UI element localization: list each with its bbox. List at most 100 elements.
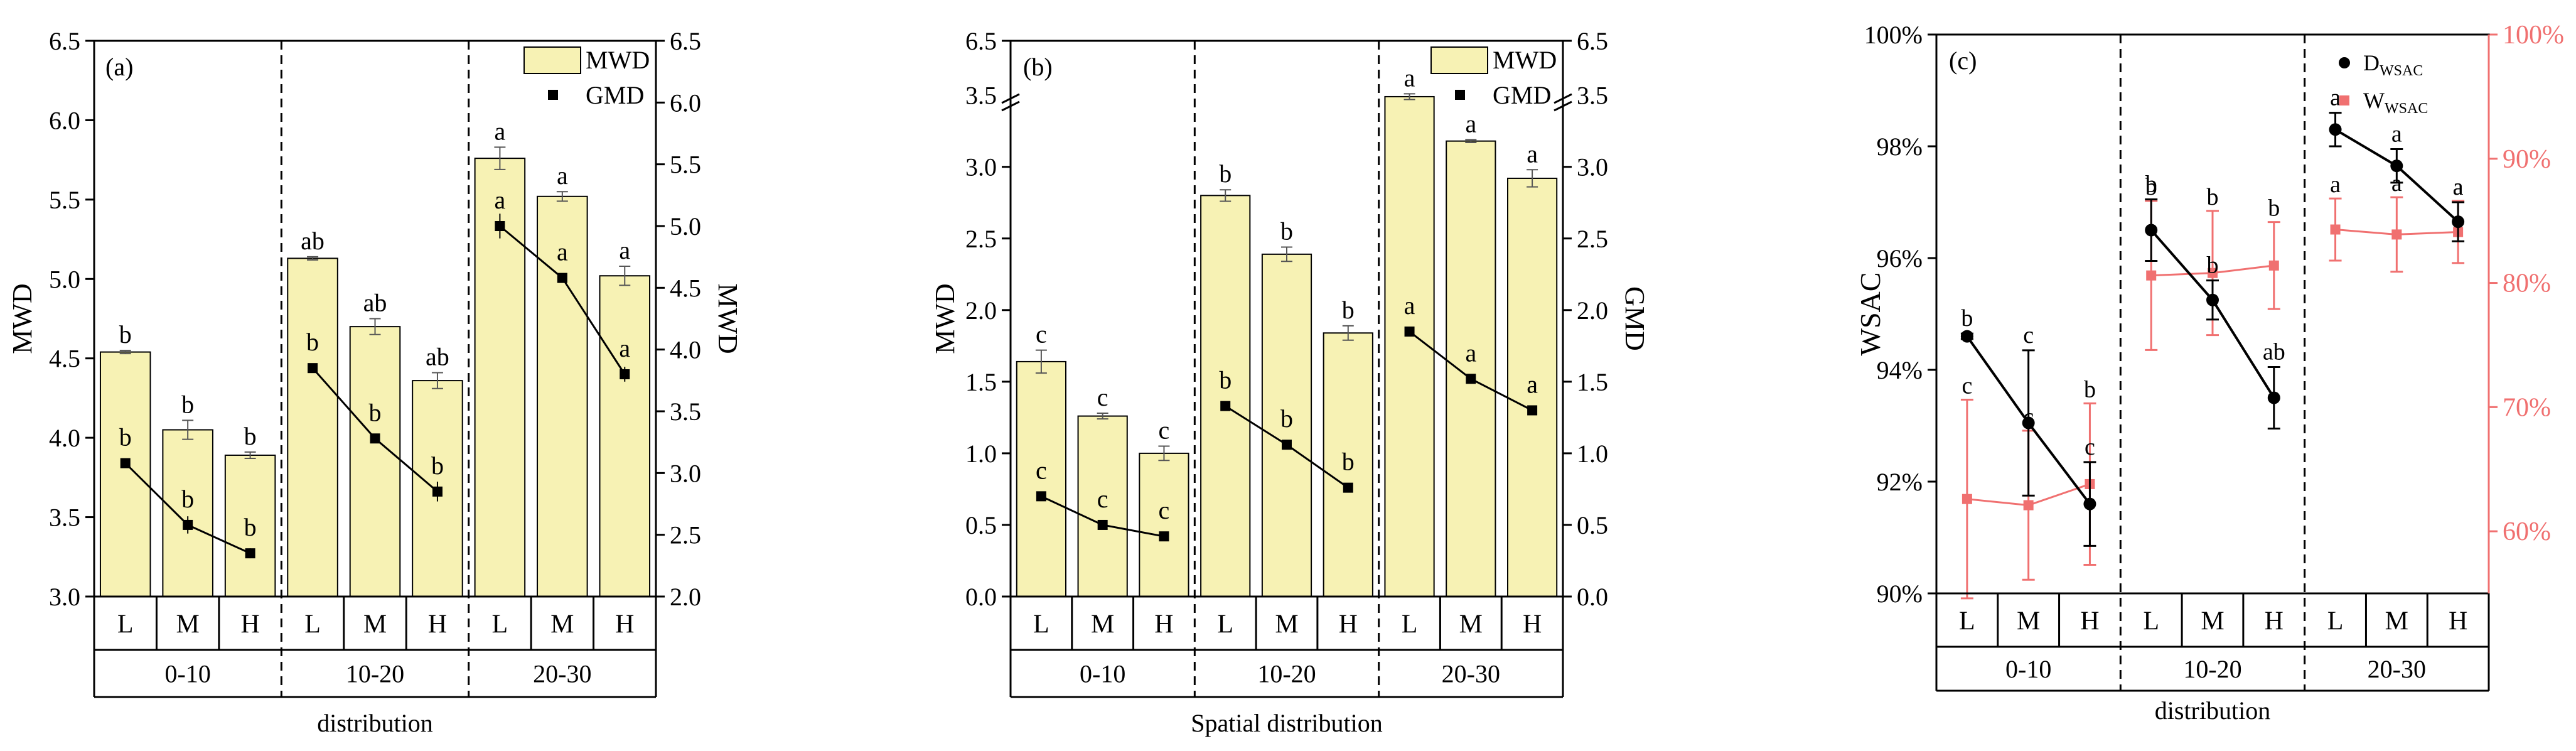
- x-category-label: H: [240, 610, 259, 639]
- y-right-tick-label: 6.5: [1577, 27, 1608, 55]
- gmd-letter: c: [1097, 485, 1108, 513]
- y-tick-label: 3.5: [965, 82, 997, 110]
- x-category-label: H: [428, 610, 447, 639]
- x-category-label: L: [1217, 610, 1233, 639]
- bar-letter: a: [557, 161, 568, 190]
- x-category-label: M: [1275, 610, 1298, 639]
- bar-letter: b: [1342, 296, 1355, 324]
- bar-mwd: [1323, 332, 1373, 597]
- x-group-label: 20-30: [533, 660, 591, 688]
- x-category-label: M: [1459, 610, 1483, 639]
- bar-letter: c: [1097, 383, 1108, 411]
- x-axis-title: distribution: [2155, 696, 2270, 725]
- bar-letter: b: [119, 320, 132, 348]
- legend-label-gmd: GMD: [1493, 81, 1551, 109]
- gmd-letter: c: [1036, 456, 1047, 484]
- wwsac-point: [2330, 224, 2341, 235]
- bar-mwd: [1139, 452, 1189, 598]
- dwsac-letter: a: [2330, 85, 2341, 111]
- y-right-tick-label: 2.0: [1577, 296, 1608, 325]
- y-right-tick-label: 100%: [2503, 21, 2564, 50]
- bar-mwd: [599, 275, 651, 597]
- y-axis-title: MWD: [930, 283, 960, 354]
- dwsac-point: [2329, 123, 2342, 136]
- gmd-point: [1097, 519, 1108, 530]
- x-category-label: L: [1402, 610, 1418, 639]
- dwsac-point: [2145, 224, 2158, 237]
- dwsac-letter: a: [2391, 121, 2402, 147]
- gmd-letter: a: [619, 334, 630, 362]
- x-category-label: L: [1033, 610, 1049, 639]
- y-tick-label: 6.5: [965, 27, 997, 55]
- y-tick-label: 6.5: [49, 27, 80, 55]
- bar-mwd: [287, 257, 338, 597]
- y-right-tick-label: 4.0: [670, 336, 701, 364]
- y-tick-label: 2.5: [965, 225, 997, 253]
- legend-marker-gmd: [548, 90, 558, 100]
- gmd-point: [183, 519, 193, 530]
- bar-letter: ab: [363, 289, 387, 317]
- gmd-letter: b: [244, 513, 257, 541]
- legend-marker-dwsac: [2339, 57, 2350, 68]
- x-category-label: H: [2080, 607, 2099, 636]
- x-category-label: L: [2327, 607, 2344, 636]
- bar-mwd: [349, 326, 401, 598]
- x-category-label: L: [117, 610, 134, 639]
- y-tick-label: 98%: [1877, 132, 1923, 161]
- gmd-point: [1466, 374, 1476, 384]
- gmd-point: [1282, 440, 1292, 450]
- bar-letter: b: [1219, 159, 1232, 188]
- wwsac-point: [2023, 500, 2034, 511]
- wwsac-letter: a: [2330, 171, 2341, 198]
- x-category-label: H: [2265, 607, 2284, 636]
- y-tick-label: 1.5: [965, 368, 997, 396]
- gmd-point: [1220, 401, 1231, 411]
- y-right-tick-label: 1.0: [1577, 440, 1608, 468]
- bar-letter: b: [181, 390, 194, 418]
- bar-mwd: [99, 351, 151, 597]
- wwsac-point: [2391, 229, 2402, 240]
- x-group-label: 10-20: [346, 660, 404, 688]
- wwsac-letter: b: [2268, 195, 2280, 222]
- dwsac-point: [2206, 293, 2219, 306]
- bar-letter: a: [619, 236, 630, 264]
- y-tick-label: 1.0: [965, 440, 997, 468]
- y-tick-label: 92%: [1877, 468, 1923, 496]
- y-axis-title: WSAC: [1854, 273, 1886, 356]
- dwsac-point: [2452, 215, 2465, 229]
- y-axis-title: MWD: [7, 283, 38, 354]
- bar-letter: a: [1404, 63, 1415, 92]
- gmd-point: [1343, 482, 1353, 493]
- legend-marker-wwsac: [2339, 95, 2349, 105]
- dwsac-letter: b: [2207, 252, 2219, 279]
- x-category-label: H: [1154, 610, 1173, 639]
- y-right-tick-label: 5.5: [670, 151, 701, 179]
- dwsac-point: [1960, 330, 1973, 343]
- y-tick-label: 5.5: [49, 186, 80, 214]
- y-right-tick-label: 4.5: [670, 274, 701, 302]
- y-right-tick-label: 60%: [2503, 517, 2551, 546]
- y-right-tick-label: 0.0: [1577, 583, 1608, 611]
- gmd-letter: a: [1465, 338, 1476, 367]
- dwsac-letter: c: [2085, 434, 2095, 460]
- bar-letter: b: [1280, 217, 1293, 245]
- x-group-label: 0-10: [1080, 660, 1125, 688]
- gmd-point: [1527, 405, 1538, 416]
- x-category-label: H: [1523, 610, 1542, 639]
- legend-marker-gmd: [1455, 90, 1465, 100]
- panel-label: (a): [105, 53, 133, 81]
- gmd-point: [120, 458, 131, 468]
- bar-letter: c: [1036, 320, 1047, 348]
- wwsac-letter: b: [2207, 184, 2219, 210]
- panel-b: c c c b b b a a a c c c b b b a a a 0.0 0.5 1.0 1.5 2.0 2.5 3.0 3…: [930, 27, 1650, 737]
- plot-frame: [93, 40, 657, 598]
- x-category-label: M: [2201, 607, 2224, 636]
- y-right-tick-label: 3.0: [670, 459, 701, 487]
- y-tick-label: 3.0: [965, 153, 997, 181]
- gmd-letter: b: [369, 398, 382, 426]
- dwsac-letter: a: [2453, 174, 2464, 200]
- gmd-letter: b: [119, 423, 132, 451]
- gmd-point: [1159, 531, 1169, 542]
- x-group-label: 10-20: [1257, 660, 1316, 688]
- panel-a: bbbabababaaabbbbbbaaa3.03.54.04.55.05.56…: [7, 27, 743, 737]
